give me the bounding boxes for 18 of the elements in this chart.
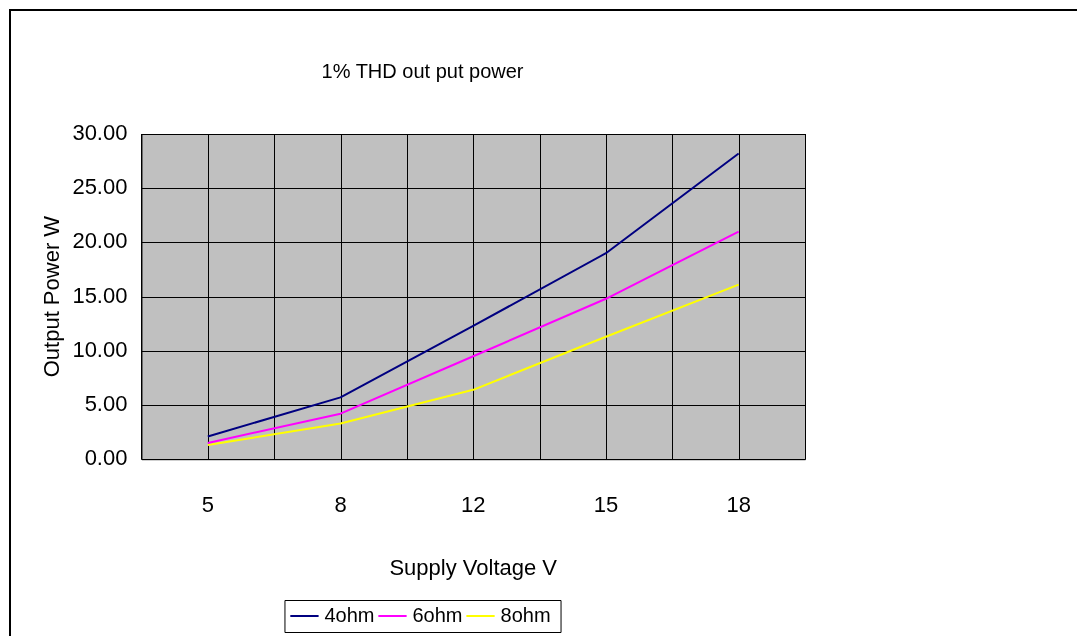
legend-label: 6ohm (412, 603, 463, 626)
x-tick-label: 18 (726, 492, 751, 518)
legend-label: 4ohm (324, 603, 375, 626)
chart-title: 1% THD out put power (321, 59, 524, 82)
y-tick-label: 30.00 (72, 120, 128, 146)
y-tick-label: 25.00 (72, 174, 128, 200)
x-axis-title: Supply Voltage V (389, 554, 558, 580)
y-tick-label: 10.00 (72, 336, 128, 362)
x-tick-label: 15 (593, 492, 619, 518)
y-tick-label: 0.00 (84, 445, 128, 471)
y-tick-label: 20.00 (72, 228, 128, 254)
x-tick-label: 5 (201, 492, 214, 518)
x-tick-label: 12 (460, 492, 486, 518)
x-tick-label: 8 (334, 492, 347, 518)
legend-label: 8ohm (500, 603, 551, 626)
y-axis-title: Output Power W (39, 215, 65, 378)
y-tick-label: 5.00 (84, 391, 128, 417)
y-tick-label: 15.00 (72, 282, 128, 308)
